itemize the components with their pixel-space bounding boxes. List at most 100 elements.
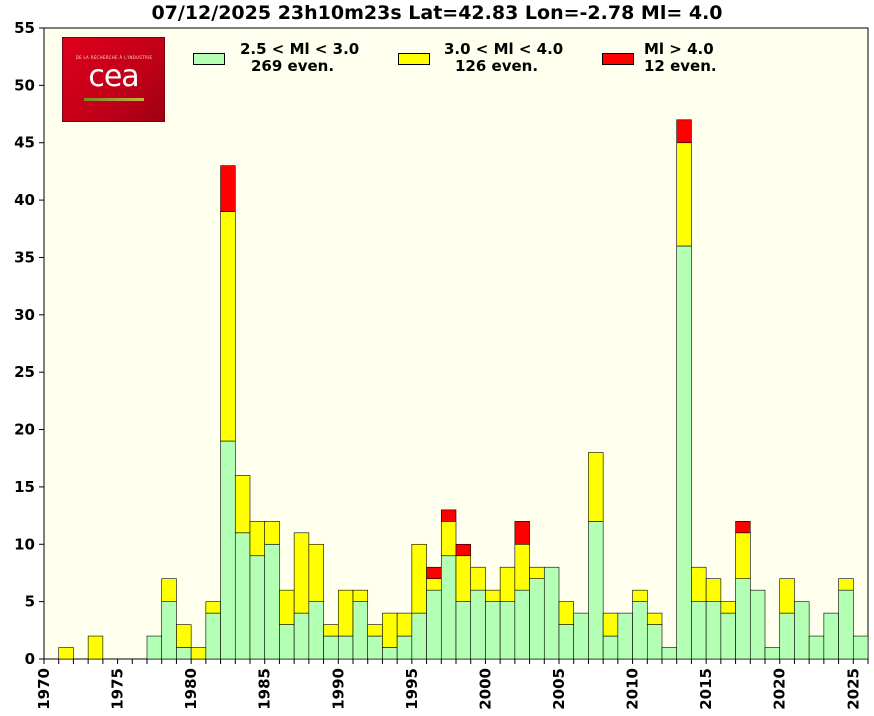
legend-swatch-mid bbox=[398, 53, 430, 65]
bar-1998-series-2 bbox=[455, 543, 472, 557]
x-tick-label: 2025 bbox=[844, 668, 862, 710]
x-tick-label: 2005 bbox=[550, 668, 568, 710]
logo-underline bbox=[84, 98, 144, 101]
y-tick-label: 50 bbox=[14, 76, 35, 94]
bar-2001-series-1 bbox=[499, 566, 516, 602]
y-tick-label: 30 bbox=[14, 306, 35, 324]
bar-1989-series-1 bbox=[323, 624, 339, 637]
bar-1981-series-1 bbox=[205, 601, 221, 614]
legend-count-mid: 126 even. bbox=[455, 57, 539, 75]
bar-1984-series-1 bbox=[249, 521, 266, 557]
bar-1982-series-2 bbox=[220, 165, 236, 212]
bar-2024-series-1 bbox=[838, 578, 854, 591]
cea-logo: DE LA RECHERCHE À L'INDUSTRIE cea bbox=[62, 37, 165, 122]
bar-2013-series-1 bbox=[676, 142, 692, 247]
bar-1979-series-1 bbox=[176, 624, 192, 648]
bar-2019-series-0 bbox=[764, 647, 781, 660]
legend-label-low: 2.5 < Ml < 3.0 269 even. bbox=[240, 40, 360, 75]
bar-1991-series-1 bbox=[352, 589, 369, 602]
bar-1996-series-0 bbox=[426, 589, 442, 660]
bar-2016-series-0 bbox=[720, 612, 736, 660]
legend-label-high: Ml > 4.0 12 even. bbox=[644, 40, 717, 75]
bar-1990-series-0 bbox=[337, 635, 354, 660]
bar-1973-series-1 bbox=[87, 635, 104, 660]
bar-2000-series-0 bbox=[485, 601, 501, 660]
bar-2008-series-0 bbox=[602, 635, 619, 660]
bar-1971-series-1 bbox=[58, 647, 74, 660]
bar-1998-series-1 bbox=[455, 555, 472, 602]
x-tick-label: 1995 bbox=[403, 668, 421, 710]
bar-2012-series-0 bbox=[661, 647, 678, 660]
bar-2005-series-1 bbox=[558, 601, 575, 625]
bars-group bbox=[58, 119, 869, 660]
y-tick-label: 35 bbox=[14, 248, 35, 266]
bar-1980-series-1 bbox=[190, 647, 207, 660]
bar-2002-series-0 bbox=[514, 589, 530, 660]
bar-2007-series-0 bbox=[588, 521, 604, 660]
bar-1977-series-0 bbox=[146, 635, 163, 660]
bar-2022-series-0 bbox=[808, 635, 825, 660]
bar-2002-series-2 bbox=[514, 521, 530, 545]
bar-2011-series-0 bbox=[646, 624, 663, 660]
bar-1994-series-0 bbox=[396, 635, 413, 660]
x-tick-label: 1975 bbox=[109, 668, 127, 710]
bar-1983-series-1 bbox=[234, 475, 251, 534]
bar-2014-series-0 bbox=[691, 601, 707, 660]
y-tick-label: 0 bbox=[25, 650, 35, 668]
bar-1983-series-0 bbox=[234, 532, 251, 660]
x-tick-label: 2000 bbox=[476, 668, 494, 710]
bar-1982-series-0 bbox=[220, 440, 236, 660]
bar-1978-series-0 bbox=[161, 601, 177, 660]
bar-1993-series-1 bbox=[382, 612, 398, 648]
bar-1993-series-0 bbox=[382, 647, 398, 660]
bar-1997-series-1 bbox=[440, 521, 457, 557]
bar-1998-series-0 bbox=[455, 601, 472, 660]
bar-1997-series-2 bbox=[440, 509, 457, 522]
bar-1989-series-0 bbox=[323, 635, 339, 660]
bar-2010-series-0 bbox=[632, 601, 648, 660]
bar-1978-series-1 bbox=[161, 578, 177, 602]
bar-2018-series-0 bbox=[749, 589, 766, 660]
bar-1981-series-0 bbox=[205, 612, 221, 660]
bar-2017-series-1 bbox=[735, 532, 751, 579]
bar-2006-series-0 bbox=[573, 612, 589, 660]
bar-1987-series-1 bbox=[293, 532, 310, 614]
bar-2007-series-1 bbox=[588, 452, 604, 522]
bar-2011-series-1 bbox=[646, 612, 663, 625]
bar-1992-series-0 bbox=[367, 635, 383, 660]
bar-1990-series-1 bbox=[337, 589, 354, 637]
bar-2004-series-0 bbox=[543, 566, 560, 660]
y-tick-label: 25 bbox=[14, 363, 35, 381]
logo-tagline: DE LA RECHERCHE À L'INDUSTRIE bbox=[75, 55, 153, 60]
y-tick-label: 10 bbox=[14, 535, 35, 553]
bar-1988-series-1 bbox=[308, 543, 324, 602]
bar-1997-series-0 bbox=[440, 555, 457, 660]
x-tick-label: 2015 bbox=[697, 668, 715, 710]
bar-2003-series-0 bbox=[529, 578, 545, 660]
bar-1988-series-0 bbox=[308, 601, 324, 660]
bar-1979-series-0 bbox=[176, 647, 192, 660]
bar-2016-series-1 bbox=[720, 601, 736, 614]
y-tick-label: 20 bbox=[14, 421, 35, 439]
y-tick-label: 45 bbox=[14, 134, 35, 152]
bar-1984-series-0 bbox=[249, 555, 266, 660]
bar-1994-series-1 bbox=[396, 612, 413, 637]
bar-2003-series-1 bbox=[529, 566, 545, 579]
y-tick-label: 15 bbox=[14, 478, 35, 496]
bar-1995-series-0 bbox=[411, 612, 427, 660]
bar-2024-series-0 bbox=[838, 589, 854, 660]
bar-2015-series-0 bbox=[705, 601, 722, 660]
legend-count-high: 12 even. bbox=[644, 57, 717, 75]
bar-2002-series-1 bbox=[514, 543, 530, 591]
x-tick-label: 1980 bbox=[182, 668, 200, 710]
y-tick-label: 40 bbox=[14, 191, 35, 209]
bar-1995-series-1 bbox=[411, 543, 427, 614]
bar-2010-series-1 bbox=[632, 589, 648, 602]
legend-swatch-low bbox=[193, 53, 225, 65]
bar-1987-series-0 bbox=[293, 612, 310, 660]
bar-2020-series-1 bbox=[779, 578, 795, 614]
x-tick-label: 1990 bbox=[329, 668, 347, 710]
bar-1985-series-1 bbox=[264, 521, 280, 545]
